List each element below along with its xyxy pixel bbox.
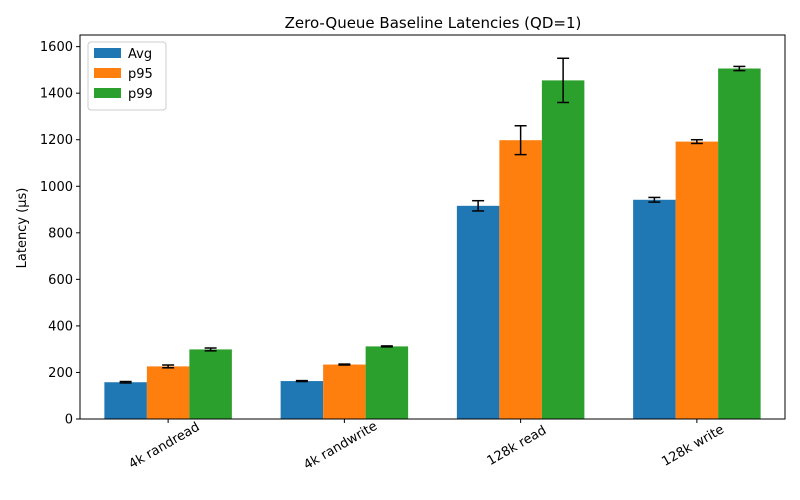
legend-swatch-avg [94,48,121,58]
bar-avg [633,199,676,419]
x-tick-label: 4k randwrite [301,419,380,473]
legend-swatch-p99 [94,88,121,98]
plot-frame [79,34,786,420]
bar-p95 [499,140,542,419]
bar-p99 [718,68,761,419]
legend-swatch-p95 [94,68,121,78]
x-tick-label: 128k read [485,423,549,469]
legend-label: Avg [128,47,152,62]
bar-avg [280,381,324,419]
bar-p95 [675,141,719,419]
y-tick-label: 400 [48,319,73,334]
plot-area: 0 200 400 600 800 1000 1200 1400 1600 4k randread… [40,40,761,473]
y-tick-label: 0 [65,413,73,428]
bar-p99 [365,346,409,419]
legend-label: p99 [128,87,153,102]
legend: Avg p95 p99 [87,41,167,111]
bar-p99 [189,349,232,419]
y-axis-label: Latency (µs) [15,188,30,269]
bar-avg [104,382,147,419]
chart-title: Zero-Queue Baseline Latencies (QD=1) [285,14,582,32]
x-tick-label: 4k randread [126,420,202,472]
legend-label: p95 [128,67,153,82]
bar-p99 [541,80,585,419]
y-tick-label: 800 [48,226,73,241]
y-tick-label: 1400 [40,87,73,102]
bar-p95 [146,366,190,419]
bar-p95 [323,364,366,419]
x-tick-label: 128k write [659,422,726,470]
bar-avg [456,205,500,419]
y-tick-label: 1600 [40,40,73,55]
y-tick-label: 600 [48,273,73,288]
y-tick-label: 1200 [40,133,73,148]
y-tick-label: 200 [48,366,73,381]
y-tick-label: 1000 [40,180,73,195]
